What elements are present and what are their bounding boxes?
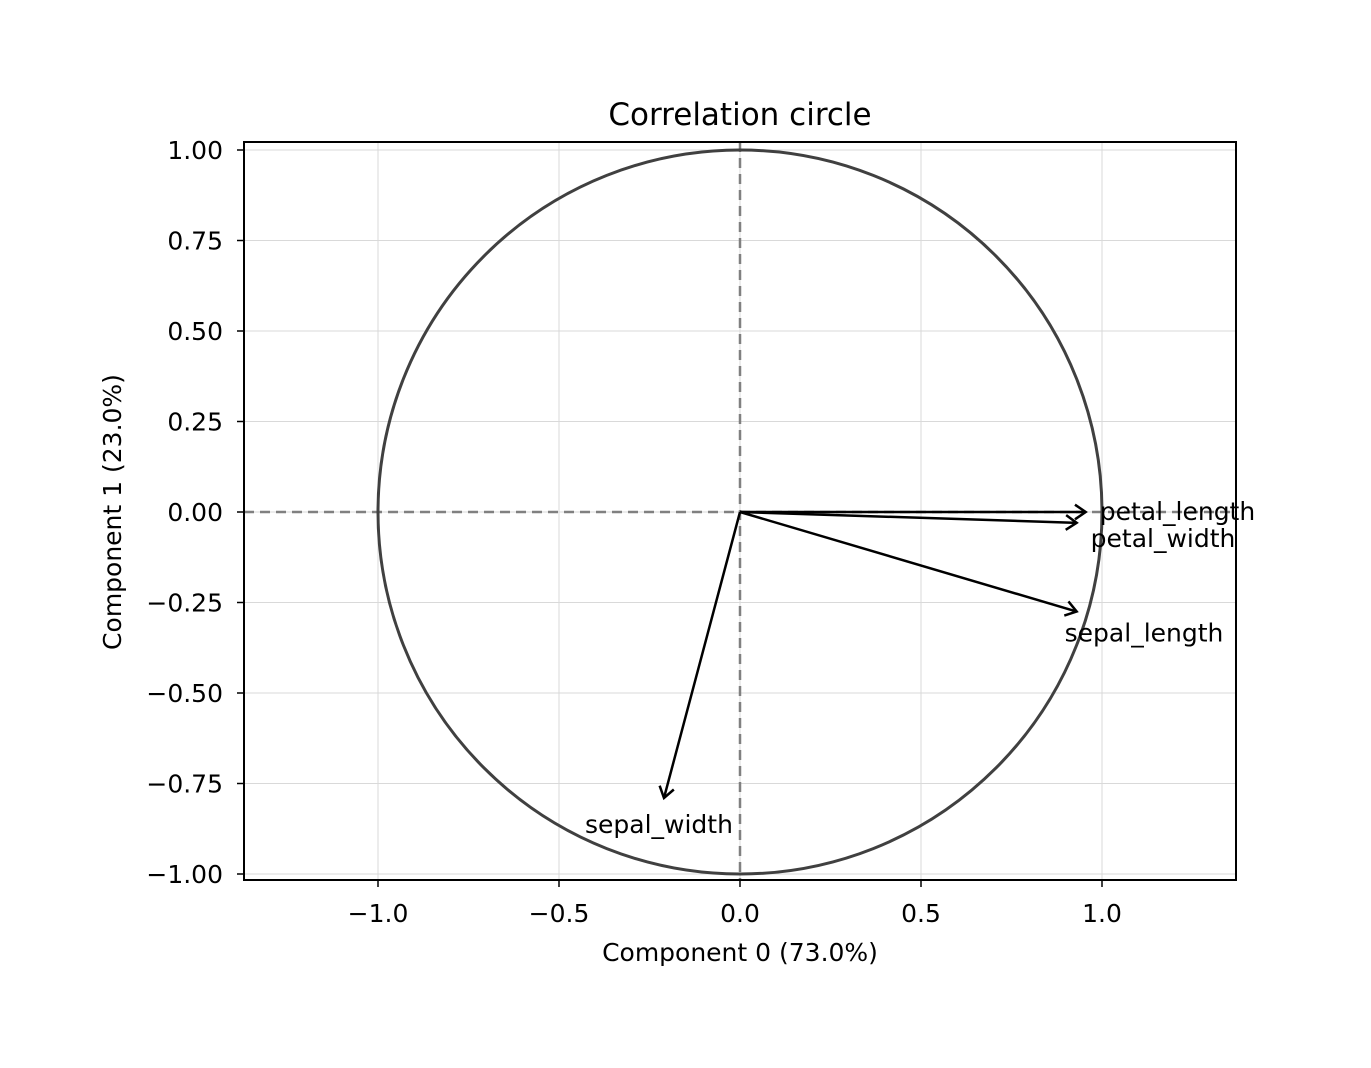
- chart-title: Correlation circle: [608, 97, 871, 133]
- arrowhead-sepal_length: [1063, 600, 1079, 617]
- x-tick-label: −0.5: [529, 899, 590, 928]
- arrowhead-petal_length: [1074, 503, 1088, 521]
- arrow-sepal_width: [662, 511, 742, 799]
- arrowhead-sepal_width: [658, 785, 675, 801]
- y-tick-label: −0.75: [146, 770, 223, 799]
- vector-label-petal_length: petal_length: [1100, 497, 1256, 526]
- x-tick-label: −1.0: [348, 899, 409, 928]
- y-tick-label: −0.50: [146, 679, 223, 708]
- vector-label-petal_width: petal_width: [1091, 524, 1236, 553]
- y-tick-label: 1.00: [167, 136, 223, 165]
- y-axis-ticks: 1.00 0.75 0.50 0.25 0.00 −0.25 −0.50 −0.75 −1.00: [146, 136, 244, 889]
- y-tick-label: 0.75: [167, 227, 223, 256]
- y-axis-label: Component 1 (23.0%): [98, 374, 127, 650]
- unit-circle: [376, 148, 1104, 876]
- x-tick-label: 0.0: [720, 899, 760, 928]
- y-tick-label: 0.00: [167, 498, 223, 527]
- arrow-sepal_length: [739, 510, 1078, 613]
- x-axis-label: Component 0 (73.0%): [602, 938, 878, 967]
- vector-label-sepal_width: sepal_width: [585, 810, 733, 839]
- y-tick-label: 0.25: [167, 408, 223, 437]
- vector-label-sepal_length: sepal_length: [1065, 619, 1224, 648]
- vector-arrows: [658, 503, 1088, 801]
- unit-circle-layer: [376, 148, 1104, 876]
- y-tick-label: 0.50: [167, 317, 223, 346]
- x-tick-label: 1.0: [1082, 899, 1122, 928]
- arrowhead-petal_width: [1065, 514, 1079, 531]
- y-tick-label: −1.00: [146, 860, 223, 889]
- y-tick-label: −0.25: [146, 589, 223, 618]
- x-tick-label: 0.5: [901, 899, 941, 928]
- x-axis-ticks: −1.0 −0.5 0.0 0.5 1.0: [348, 880, 1122, 928]
- arrow-petal_width: [739, 510, 1077, 525]
